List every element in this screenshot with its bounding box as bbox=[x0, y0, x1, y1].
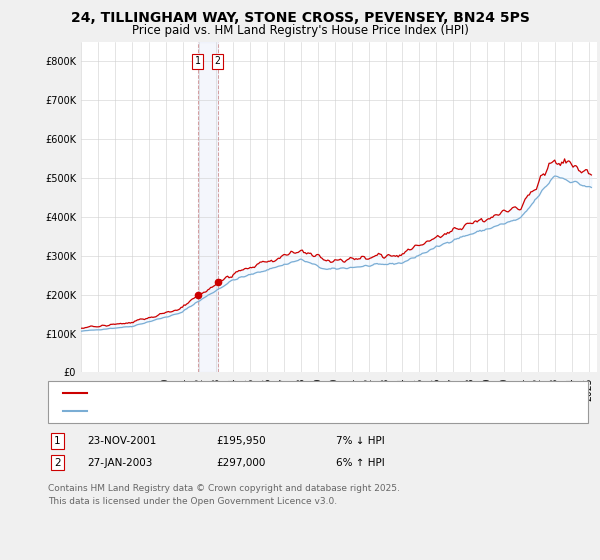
Text: 7% ↓ HPI: 7% ↓ HPI bbox=[336, 436, 385, 446]
Text: £297,000: £297,000 bbox=[216, 458, 265, 468]
Text: 24, TILLINGHAM WAY, STONE CROSS, PEVENSEY, BN24 5PS (detached house): 24, TILLINGHAM WAY, STONE CROSS, PEVENSE… bbox=[93, 388, 496, 398]
Text: Price paid vs. HM Land Registry's House Price Index (HPI): Price paid vs. HM Land Registry's House … bbox=[131, 24, 469, 36]
Bar bbox=[197, 42, 218, 372]
Text: £195,950: £195,950 bbox=[216, 436, 266, 446]
Text: 24, TILLINGHAM WAY, STONE CROSS, PEVENSEY, BN24 5PS: 24, TILLINGHAM WAY, STONE CROSS, PEVENSE… bbox=[71, 11, 529, 25]
Text: 2: 2 bbox=[54, 458, 61, 468]
Text: 1: 1 bbox=[54, 436, 61, 446]
Text: 6% ↑ HPI: 6% ↑ HPI bbox=[336, 458, 385, 468]
Text: 2: 2 bbox=[215, 57, 220, 67]
Text: Contains HM Land Registry data © Crown copyright and database right 2025.
This d: Contains HM Land Registry data © Crown c… bbox=[48, 484, 400, 506]
Text: HPI: Average price, detached house, Wealden: HPI: Average price, detached house, Weal… bbox=[93, 406, 331, 416]
Text: 1: 1 bbox=[194, 57, 200, 67]
Text: 27-JAN-2003: 27-JAN-2003 bbox=[87, 458, 152, 468]
Text: 23-NOV-2001: 23-NOV-2001 bbox=[87, 436, 157, 446]
